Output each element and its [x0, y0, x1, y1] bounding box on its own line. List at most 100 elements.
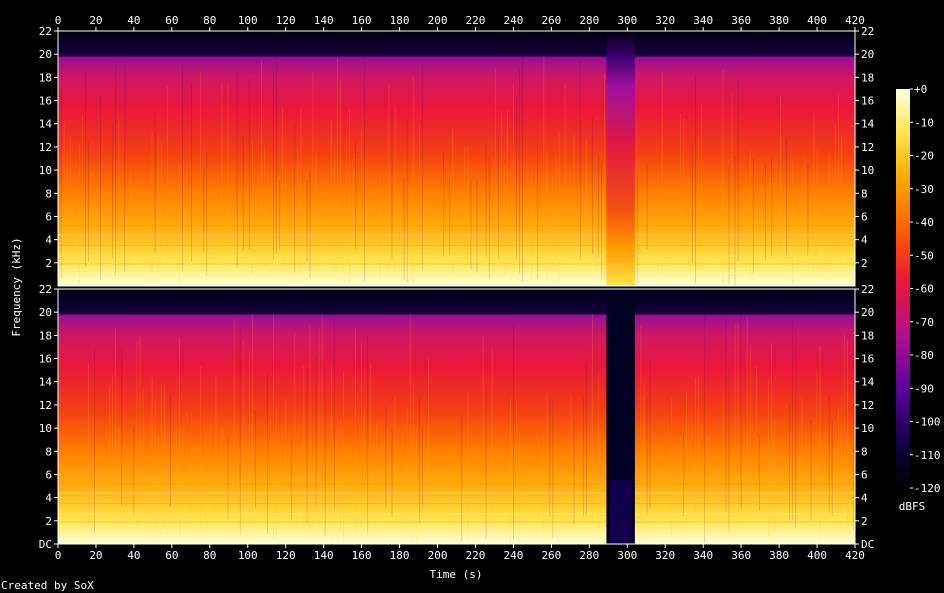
ch1-ytick-left: 4 — [45, 234, 52, 247]
ch1-ytick-left: 2 — [45, 257, 52, 270]
colorbar-tick: -70 — [914, 316, 934, 329]
ch1-ytick-left: 22 — [39, 25, 52, 38]
xtick-top: 0 — [55, 14, 62, 27]
xtick-top: 100 — [238, 14, 258, 27]
ch2-ytick-right: 10 — [861, 422, 874, 435]
ch1-ytick-right: 10 — [861, 164, 874, 177]
ch1-ytick-left: 8 — [45, 187, 52, 200]
xtick-top: 220 — [466, 14, 486, 27]
ch2-frame — [57, 288, 856, 545]
xtick-bottom: 160 — [352, 549, 372, 562]
xtick-bottom: 240 — [503, 549, 523, 562]
ch1-ytick-left: 18 — [39, 71, 52, 84]
ch1-ytick-left: 14 — [39, 118, 53, 131]
xtick-top: 80 — [203, 14, 216, 27]
xtick-top: 320 — [655, 14, 675, 27]
xtick-bottom: 400 — [807, 549, 827, 562]
ch1-frame — [57, 30, 856, 287]
xtick-bottom: 20 — [89, 549, 102, 562]
ch2-ytick-right: 14 — [861, 376, 875, 389]
xtick-bottom: 300 — [617, 549, 637, 562]
ch2-ytick-left: DC — [39, 538, 52, 551]
ch2-streaks — [57, 312, 854, 544]
colorbar — [896, 89, 910, 488]
ch2-ytick-right: 22 — [861, 283, 874, 296]
ch2-ytick-left: 2 — [45, 515, 52, 528]
xtick-bottom: 200 — [428, 549, 448, 562]
ch2-ytick-right: 4 — [861, 492, 868, 505]
ch2-ytick-left: 12 — [39, 399, 52, 412]
colorbar-tick: -40 — [914, 216, 934, 229]
colorbar-tick: -20 — [914, 150, 934, 163]
xtick-top: 200 — [428, 14, 448, 27]
xtick-top: 380 — [769, 14, 789, 27]
ch1-bands — [58, 225, 855, 274]
colorbar-tick: -120 — [914, 482, 941, 495]
xtick-bottom: 80 — [203, 549, 216, 562]
xtick-bottom: 140 — [314, 549, 334, 562]
ch1-ytick-right: 6 — [861, 210, 868, 223]
xtick-top: 420 — [845, 14, 865, 27]
ch1-quiet-segment — [606, 31, 635, 286]
xtick-top: 340 — [693, 14, 713, 27]
ch2-spectrum-field — [58, 289, 855, 544]
colorbar-tick: -30 — [914, 183, 934, 196]
ch1-ytick-right: 22 — [861, 25, 874, 38]
ch2-ytick-right: 18 — [861, 329, 874, 342]
ch1-ytick-right: 12 — [861, 141, 874, 154]
ch1-ytick-right: 16 — [861, 95, 874, 108]
ch1-ytick-right: 4 — [861, 234, 868, 247]
colorbar-tick: -90 — [914, 382, 934, 395]
xtick-top: 180 — [390, 14, 410, 27]
ch1-ytick-right: 2 — [861, 257, 868, 270]
xtick-bottom: 0 — [55, 549, 62, 562]
xtick-top: 20 — [89, 14, 102, 27]
colorbar-tick: -50 — [914, 249, 934, 262]
channel-2-spectrogram — [57, 288, 856, 545]
colorbar-tick: -100 — [914, 416, 941, 429]
colorbar-tick: -80 — [914, 349, 934, 362]
colorbar-tick: +0 — [914, 83, 927, 96]
ch2-ytick-left: 4 — [45, 492, 52, 505]
xtick-top: 40 — [127, 14, 140, 27]
ch2-ytick-left: 22 — [39, 283, 52, 296]
ch2-ytick-left: 16 — [39, 353, 52, 366]
colorbar-tick: -10 — [914, 116, 934, 129]
colorbar-ticks: +0 -10 -20 -30 -40 -50 -60 -70 -80 -90 -100 -110 -12… — [910, 83, 941, 495]
ch2-bands — [58, 483, 855, 532]
xtick-bottom: 100 — [238, 549, 258, 562]
footer-credit: Created by SoX — [1, 579, 94, 592]
xtick-bottom: 120 — [276, 549, 296, 562]
xtick-top: 140 — [314, 14, 334, 27]
xtick-top: 300 — [617, 14, 637, 27]
ch2-ytick-left: 8 — [45, 445, 52, 458]
ch1-ytick-left: 6 — [45, 210, 52, 223]
xtick-bottom: 180 — [390, 549, 410, 562]
xtick-top: 400 — [807, 14, 827, 27]
ch2-ytick-right: 12 — [861, 399, 874, 412]
ch1-spectrum-field — [58, 31, 855, 286]
xtick-bottom: 380 — [769, 549, 789, 562]
ch2-ytick-left: 18 — [39, 329, 52, 342]
ch1-streaks — [60, 54, 842, 286]
xtick-top: 360 — [731, 14, 751, 27]
xtick-top: 280 — [579, 14, 599, 27]
ch1-ytick-right: 20 — [861, 48, 874, 61]
xtick-bottom: 280 — [579, 549, 599, 562]
ch1-ytick-right: 18 — [861, 71, 874, 84]
colorbar-tick: -60 — [914, 283, 934, 296]
ch2-ytick-right: 6 — [861, 468, 868, 481]
xtick-bottom: 60 — [165, 549, 178, 562]
ch1-ytick-left: 12 — [39, 141, 52, 154]
xtick-top: 160 — [352, 14, 372, 27]
x-axis-label: Time (s) — [430, 568, 483, 581]
ch1-ytick-right: 14 — [861, 118, 875, 131]
ch2-ytick-left: 20 — [39, 306, 52, 319]
xtick-top: 120 — [276, 14, 296, 27]
ch2-ytick-right: 2 — [861, 515, 868, 528]
ch2-ytick-left: 6 — [45, 468, 52, 481]
ch2-ytick-left: 10 — [39, 422, 52, 435]
xtick-top: 240 — [503, 14, 523, 27]
